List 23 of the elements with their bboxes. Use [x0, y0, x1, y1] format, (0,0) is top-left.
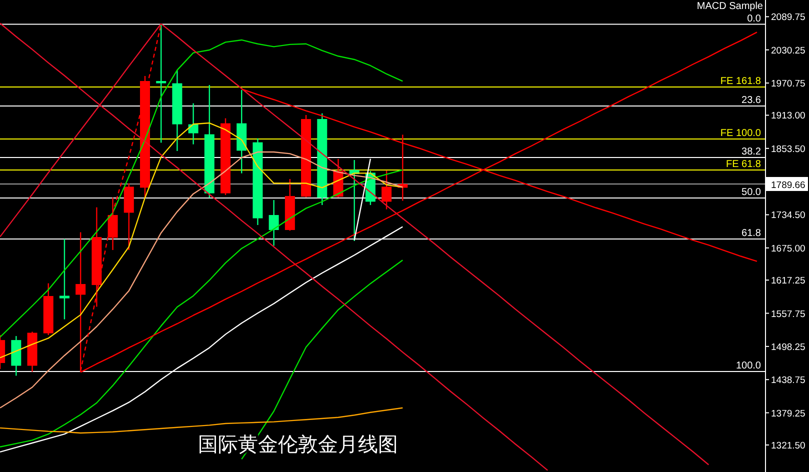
- annotation: FE 100.0: [720, 128, 762, 139]
- annotation: 100.0: [736, 360, 762, 372]
- y-tick-label: 2089.75: [771, 12, 806, 24]
- y-tick-label: 1970.75: [771, 78, 806, 90]
- y-tick-label: 1734.50: [771, 210, 806, 222]
- annotation: 23.6: [742, 94, 762, 106]
- y-tick-label: 2030.25: [771, 45, 806, 56]
- y-tick-label: 1675.00: [771, 243, 806, 254]
- y-tick-label: 1379.25: [771, 408, 806, 420]
- annotation: 0.0: [747, 13, 762, 24]
- annotation: FE 161.8: [720, 76, 762, 88]
- annotation: MACD Sample: [696, 1, 764, 12]
- ref-line-label: 1789.66: [771, 180, 806, 191]
- annotation: 38.2: [742, 146, 762, 158]
- y-tick-label: 1557.75: [771, 308, 806, 320]
- annotation: 61.8: [742, 228, 762, 239]
- y-tick-label: 1617.25: [771, 276, 806, 287]
- y-tick-label: 1321.50: [771, 440, 806, 452]
- y-tick-label: 1438.75: [771, 375, 806, 386]
- y-tick-label: 1913.00: [771, 110, 806, 122]
- annotation: FE 61.8: [726, 158, 762, 170]
- y-tick-label: 1853.50: [771, 144, 806, 155]
- y-tick-label: 1498.25: [771, 342, 806, 353]
